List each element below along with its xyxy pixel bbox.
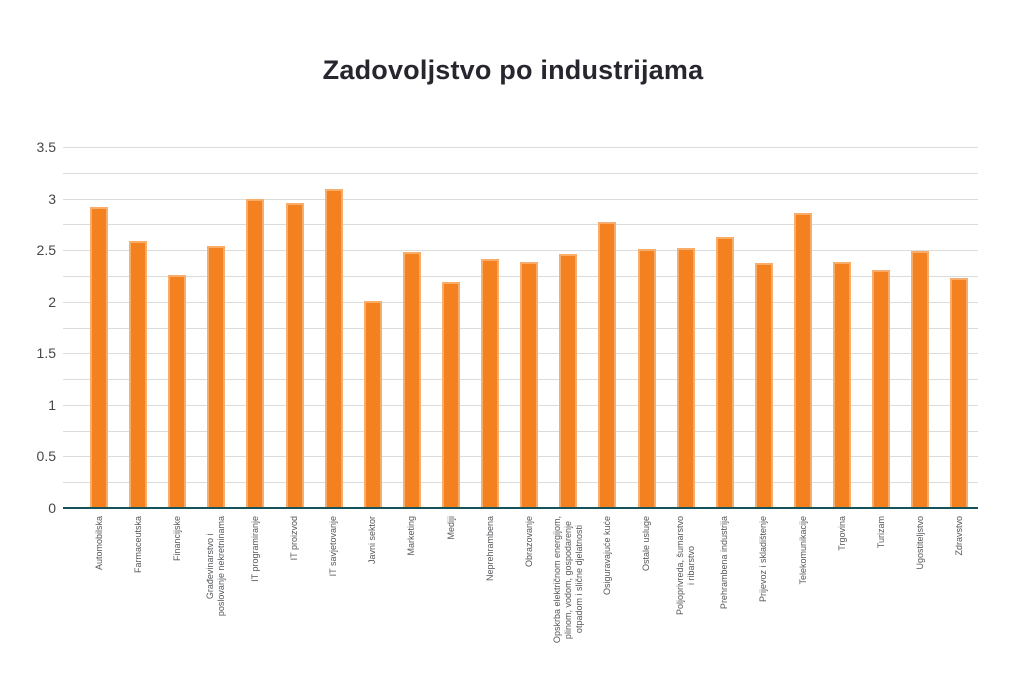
bar-3 [168,274,187,508]
y-axis-tick-label: 0 [48,500,56,516]
bar-16 [676,248,695,508]
gridline [63,224,978,226]
bar-13 [559,254,578,508]
y-axis-tick-label: 3 [48,190,56,207]
bar-18 [754,262,773,508]
bar-20 [833,261,852,508]
y-axis-tick-label: 0.5 [36,448,56,465]
bar-9 [402,252,421,508]
x-axis-category-label: Zdravstvo [953,516,964,556]
gridline [63,147,978,148]
bar-22 [911,251,930,508]
bar-23 [950,278,969,508]
bar-4 [207,246,226,508]
bar-17 [715,236,734,508]
bar-11 [481,259,500,508]
y-axis-tick-label: 2 [48,293,56,310]
gridline [63,250,978,252]
bar-8 [363,300,382,508]
bar-2 [129,240,148,508]
gridline [63,198,978,200]
y-axis-tick-label: 3.5 [36,139,56,155]
y-axis-tick-label: 1 [48,396,56,413]
bar-12 [520,261,539,508]
bar-15 [637,249,656,508]
chart-title: Zadovoljstvo po industrijama [322,55,704,85]
y-axis-tick-label: 1.5 [36,345,56,362]
bar-5 [246,198,265,508]
x-axis-label-slot: Zdravstvo [919,516,999,561]
x-axis-line [63,507,978,509]
bar-7 [324,189,343,508]
y-axis-tick-label: 2.5 [36,242,56,259]
gridline [63,172,978,174]
bar-1 [90,206,108,508]
bar-19 [794,213,812,508]
bar-6 [285,202,304,508]
bar-21 [872,269,891,508]
bar-10 [442,282,460,508]
bar-14 [598,222,617,508]
